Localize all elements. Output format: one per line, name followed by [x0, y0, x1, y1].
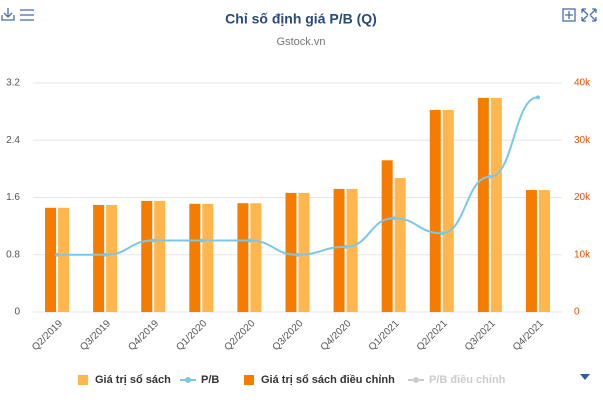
y-tick-label: 3.2: [6, 78, 20, 89]
download-icon[interactable]: [1, 8, 15, 21]
bar: [202, 203, 214, 312]
bar: [154, 200, 166, 312]
bar: [381, 160, 393, 312]
legend-label: P/B điều chỉnh: [429, 374, 506, 386]
bar: [189, 203, 201, 312]
legend-swatch: [413, 377, 419, 383]
chart-subtitle: Gstock.vn: [277, 36, 326, 48]
bar: [442, 109, 454, 312]
legend-item[interactable]: Giá trị sổ sách điều chỉnh: [244, 374, 395, 386]
legend-label: Giá trị sổ sách: [95, 374, 171, 386]
bar: [45, 207, 57, 312]
bar: [477, 97, 489, 312]
bar: [525, 190, 537, 312]
line-point: [247, 238, 252, 243]
legend-nav[interactable]: [580, 374, 590, 380]
line-point: [535, 95, 540, 100]
legend-label: P/B: [201, 374, 219, 386]
x-tick-label: Q4/2021: [511, 318, 546, 353]
legend-item[interactable]: P/B: [180, 374, 219, 386]
legend-label: Giá trị sổ sách điều chỉnh: [261, 374, 395, 386]
y2-tick-label: 40k: [574, 78, 591, 89]
y2-tick-label: 20k: [574, 192, 591, 203]
legend-swatch: [185, 377, 191, 383]
line-point: [439, 231, 444, 236]
bar: [394, 178, 406, 312]
x-tick-label: Q2/2021: [415, 318, 450, 353]
bar: [346, 188, 358, 312]
x-tick-label: Q3/2019: [78, 318, 113, 353]
bar: [490, 97, 502, 312]
x-tick-label: Q2/2020: [222, 318, 257, 353]
bar: [285, 192, 297, 312]
y-tick-label: 2.4: [6, 135, 20, 146]
x-tick-label: Q1/2020: [174, 318, 209, 353]
zoom-icon[interactable]: [562, 8, 576, 22]
line-point: [55, 252, 60, 257]
bar: [298, 192, 310, 312]
bar: [237, 203, 249, 312]
line-point: [103, 252, 108, 257]
x-tick-label: Q4/2019: [126, 318, 161, 353]
bar: [429, 109, 441, 312]
bar: [58, 207, 70, 312]
y-tick-label: 0.8: [6, 249, 20, 260]
y-tick-label: 0: [14, 307, 20, 318]
legend-item[interactable]: P/B điều chỉnh: [408, 374, 506, 386]
line-point: [487, 174, 492, 179]
y2-tick-label: 0: [574, 307, 580, 318]
line-point: [151, 238, 156, 243]
line: [57, 96, 539, 256]
bar: [106, 204, 118, 312]
menu-icon[interactable]: [20, 9, 34, 21]
bar: [141, 200, 153, 312]
legend-swatch: [78, 375, 88, 385]
bar: [333, 188, 345, 312]
line-point: [199, 238, 204, 243]
line-point: [391, 216, 396, 221]
line-point: [295, 252, 300, 257]
bar: [538, 190, 550, 312]
y2-tick-label: 30k: [574, 135, 591, 146]
x-tick-label: Q3/2020: [271, 318, 306, 353]
fullscreen-icon[interactable]: [581, 8, 597, 22]
x-tick-label: Q2/2019: [30, 318, 65, 353]
bar: [93, 204, 105, 312]
x-tick-label: Q3/2021: [463, 318, 498, 353]
legend-swatch: [244, 375, 254, 385]
x-tick-label: Q4/2020: [319, 318, 354, 353]
chart-title: Chỉ số định giá P/B (Q): [225, 11, 377, 27]
legend-item[interactable]: Giá trị sổ sách: [78, 374, 171, 386]
y-tick-label: 1.6: [6, 192, 20, 203]
bar: [250, 203, 262, 312]
line-point: [343, 244, 348, 249]
x-tick-label: Q1/2021: [367, 318, 402, 353]
y2-tick-label: 10k: [574, 249, 591, 260]
